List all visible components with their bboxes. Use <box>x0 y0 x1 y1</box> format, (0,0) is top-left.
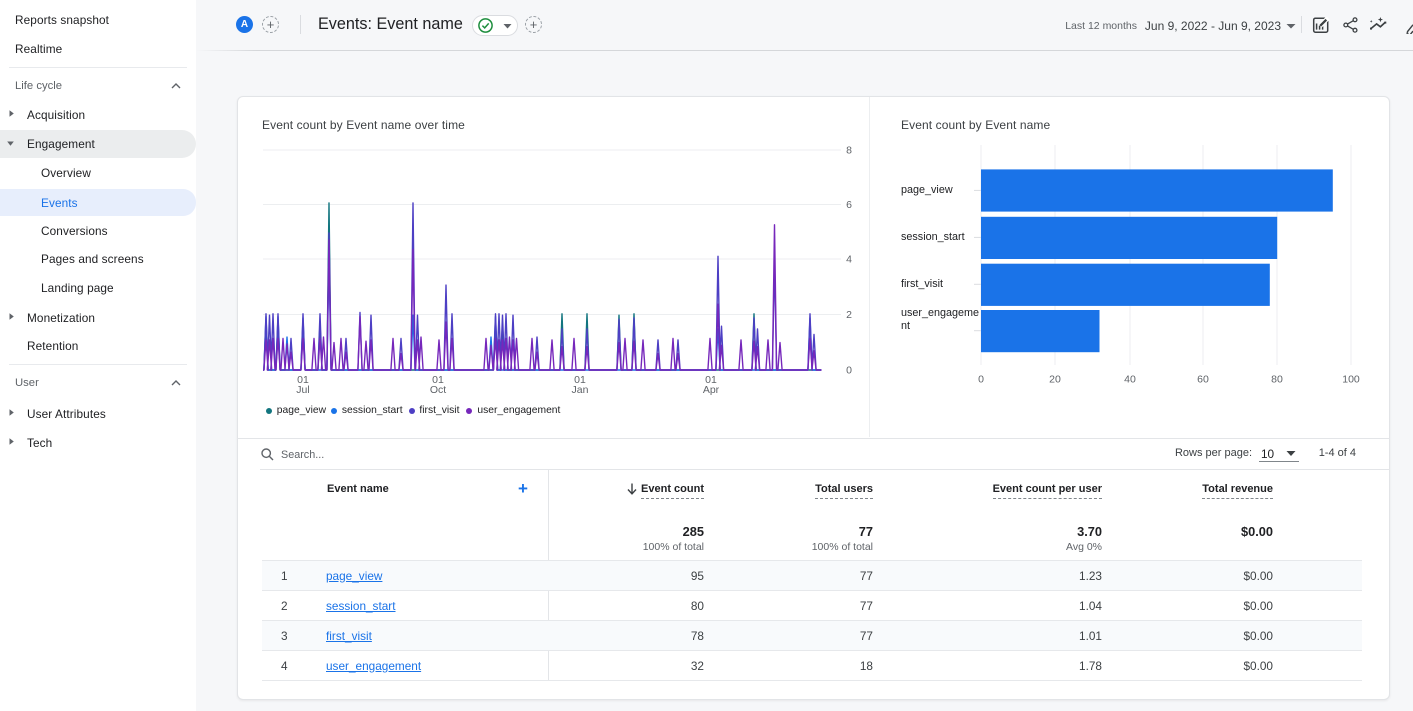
svg-text:Apr: Apr <box>703 384 720 396</box>
svg-text:0: 0 <box>846 365 852 377</box>
svg-text:20: 20 <box>1049 374 1061 386</box>
svg-text:01: 01 <box>432 374 444 386</box>
svg-text:80: 80 <box>1271 374 1283 386</box>
svg-text:01: 01 <box>297 374 309 386</box>
svg-text:100: 100 <box>1342 374 1360 386</box>
svg-text:4: 4 <box>846 254 852 266</box>
svg-text:Jan: Jan <box>572 384 589 396</box>
svg-text:01: 01 <box>705 374 717 386</box>
svg-text:60: 60 <box>1197 374 1209 386</box>
svg-text:40: 40 <box>1124 374 1136 386</box>
svg-text:6: 6 <box>846 199 852 211</box>
svg-text:Oct: Oct <box>430 384 446 396</box>
svg-text:8: 8 <box>846 145 852 157</box>
svg-text:01: 01 <box>574 374 586 386</box>
svg-text:2: 2 <box>846 309 852 321</box>
svg-text:Jul: Jul <box>296 384 309 396</box>
svg-text:0: 0 <box>978 374 984 386</box>
